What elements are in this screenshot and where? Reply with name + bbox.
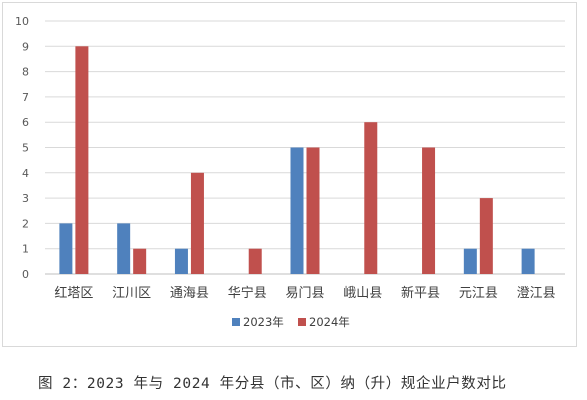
y-tick-label: 3 xyxy=(22,192,29,205)
x-category-label: 元江县 xyxy=(459,286,498,301)
y-tick-label: 1 xyxy=(22,243,29,256)
bar-series-2 xyxy=(133,248,147,274)
bar-series-1 xyxy=(59,223,73,274)
bar-series-2 xyxy=(479,198,493,274)
legend-label: 2024年 xyxy=(309,315,350,329)
bar-chart: 0 1 2 3 4 5 6 7 8 9 10 红塔区 江川区 通海县 华宁县 易门县 峨山县 新平县 元江县 澄江县… xyxy=(15,15,565,329)
y-tick-label: 9 xyxy=(22,40,29,53)
bar-series-1 xyxy=(117,223,131,274)
y-tick-label: 2 xyxy=(22,217,29,230)
x-category-label: 江川区 xyxy=(112,286,151,301)
bar-series-1 xyxy=(290,147,304,274)
bar-series-2 xyxy=(75,46,89,274)
bar-series-2 xyxy=(364,122,378,274)
bar-series-1 xyxy=(174,248,188,274)
y-tick-label: 7 xyxy=(22,91,29,104)
x-category-label: 红塔区 xyxy=(54,285,93,301)
x-category-label: 峨山县 xyxy=(343,286,382,301)
legend-swatch xyxy=(298,318,306,326)
y-tick-label: 4 xyxy=(22,167,29,180)
bar-series-1 xyxy=(521,248,535,274)
y-axis-ticks: 0 1 2 3 4 5 6 7 8 9 10 xyxy=(15,15,29,281)
figure-caption: 图 2：2023 年与 2024 年分县（市、区）纳（升）规企业户数对比 xyxy=(38,376,507,392)
y-tick-label: 6 xyxy=(22,116,29,129)
x-category-label: 新平县 xyxy=(401,285,440,301)
y-tick-label: 0 xyxy=(22,268,29,281)
x-axis-categories: 红塔区 江川区 通海县 华宁县 易门县 峨山县 新平县 元江县 澄江县 xyxy=(54,285,555,301)
x-category-label: 澄江县 xyxy=(517,286,556,301)
chart-frame xyxy=(2,2,577,347)
bars xyxy=(59,46,535,274)
bar-series-1 xyxy=(463,248,477,274)
x-category-label: 华宁县 xyxy=(228,285,267,301)
y-tick-label: 10 xyxy=(15,15,29,28)
y-tick-label: 5 xyxy=(22,142,29,155)
gridlines xyxy=(45,20,565,275)
y-tick-label: 8 xyxy=(22,66,29,79)
x-category-label: 通海县 xyxy=(170,286,209,301)
bar-series-2 xyxy=(422,147,436,274)
legend-label: 2023年 xyxy=(243,315,284,329)
bar-series-2 xyxy=(248,248,262,274)
bar-series-2 xyxy=(306,147,320,274)
legend: 2023年 2024年 xyxy=(232,315,350,329)
bar-series-2 xyxy=(190,172,204,274)
x-category-label: 易门县 xyxy=(285,286,324,301)
legend-swatch xyxy=(232,318,240,326)
